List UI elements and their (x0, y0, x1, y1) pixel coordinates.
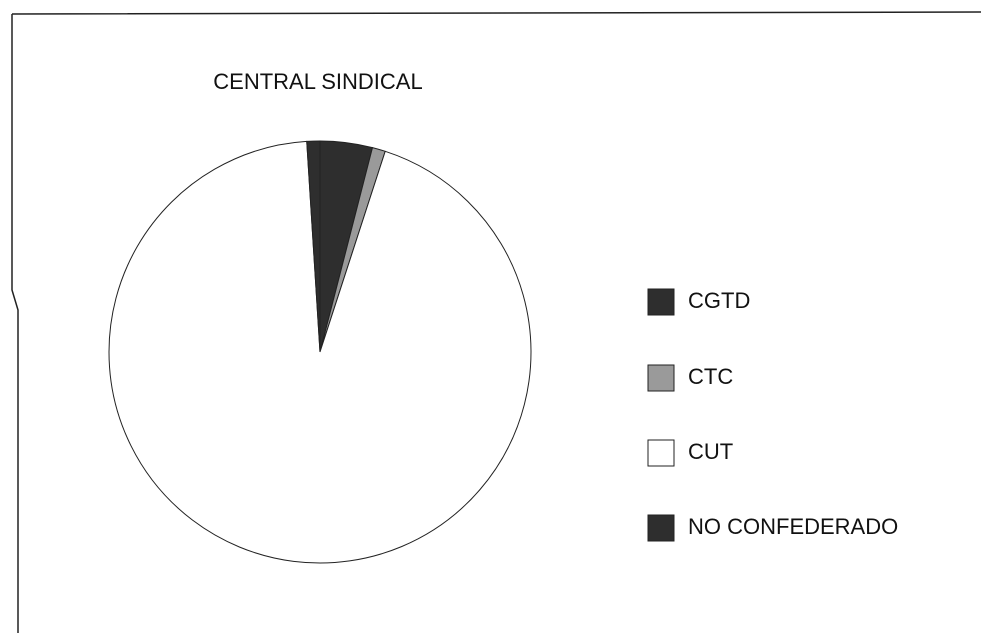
pie-slice (108, 140, 532, 564)
legend-label: CUT (688, 439, 733, 464)
chart-title: CENTRAL SINDICAL (213, 69, 422, 94)
frame (11, 11, 981, 633)
legend-swatch (647, 514, 675, 542)
legend-swatch (647, 364, 675, 392)
legend-swatch (647, 439, 675, 467)
pie-slice (306, 140, 321, 353)
legend-label: NO CONFEDERADO (688, 514, 898, 539)
legend-label: CTC (688, 364, 733, 389)
legend-label: CGTD (688, 288, 750, 313)
legend-swatch (647, 288, 675, 316)
